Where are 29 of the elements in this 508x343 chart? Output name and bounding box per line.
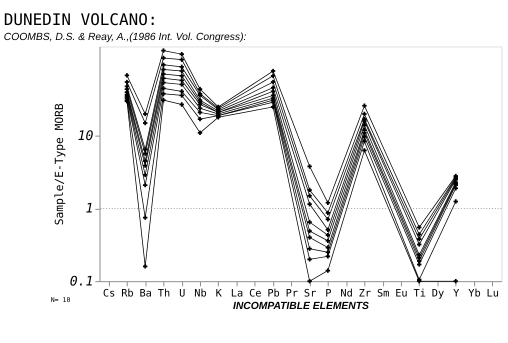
x-tick-label: Dy: [432, 288, 444, 300]
chart-title: DUNEDIN VOLCANO:: [4, 10, 158, 29]
x-tick-label: Eu: [395, 288, 408, 300]
x-tick-label: Ba: [139, 288, 152, 300]
x-tick-label: Cs: [102, 288, 116, 300]
x-tick-label: Ce: [249, 288, 262, 300]
x-tick-label: Yb: [468, 288, 481, 300]
y-axis-title: Sample/E-Type MORB: [53, 103, 66, 226]
x-tick-label: Sm: [376, 288, 390, 300]
x-tick-label: Nd: [340, 288, 353, 300]
x-tick-label: Ti: [413, 288, 426, 300]
x-tick-label: U: [179, 288, 186, 300]
y-tick-label: 0.1: [70, 274, 94, 290]
x-tick-label: Rb: [121, 288, 134, 300]
x-tick-label: Th: [158, 288, 170, 300]
x-tick-label: K: [216, 288, 223, 300]
x-axis-title: INCOMPATIBLE ELEMENTS: [232, 300, 370, 312]
x-tick-label: Y: [453, 288, 460, 300]
y-tick-label: 10: [78, 129, 94, 144]
x-tick-label: Sr: [304, 288, 316, 300]
x-tick-label: Zr: [358, 288, 372, 300]
x-tick-label: P: [325, 288, 332, 300]
x-tick-label: Nb: [194, 288, 207, 300]
x-tick-label: Lu: [486, 288, 499, 300]
x-tick-label: Pr: [286, 288, 298, 300]
x-tick-label: La: [230, 288, 244, 300]
x-tick-label: Pb: [267, 288, 280, 300]
chart-subtitle: COOMBS, D.S. & Reay, A.,(1986 Int. Vol. Congress):: [4, 32, 247, 43]
y-tick-label: 1: [86, 202, 94, 217]
